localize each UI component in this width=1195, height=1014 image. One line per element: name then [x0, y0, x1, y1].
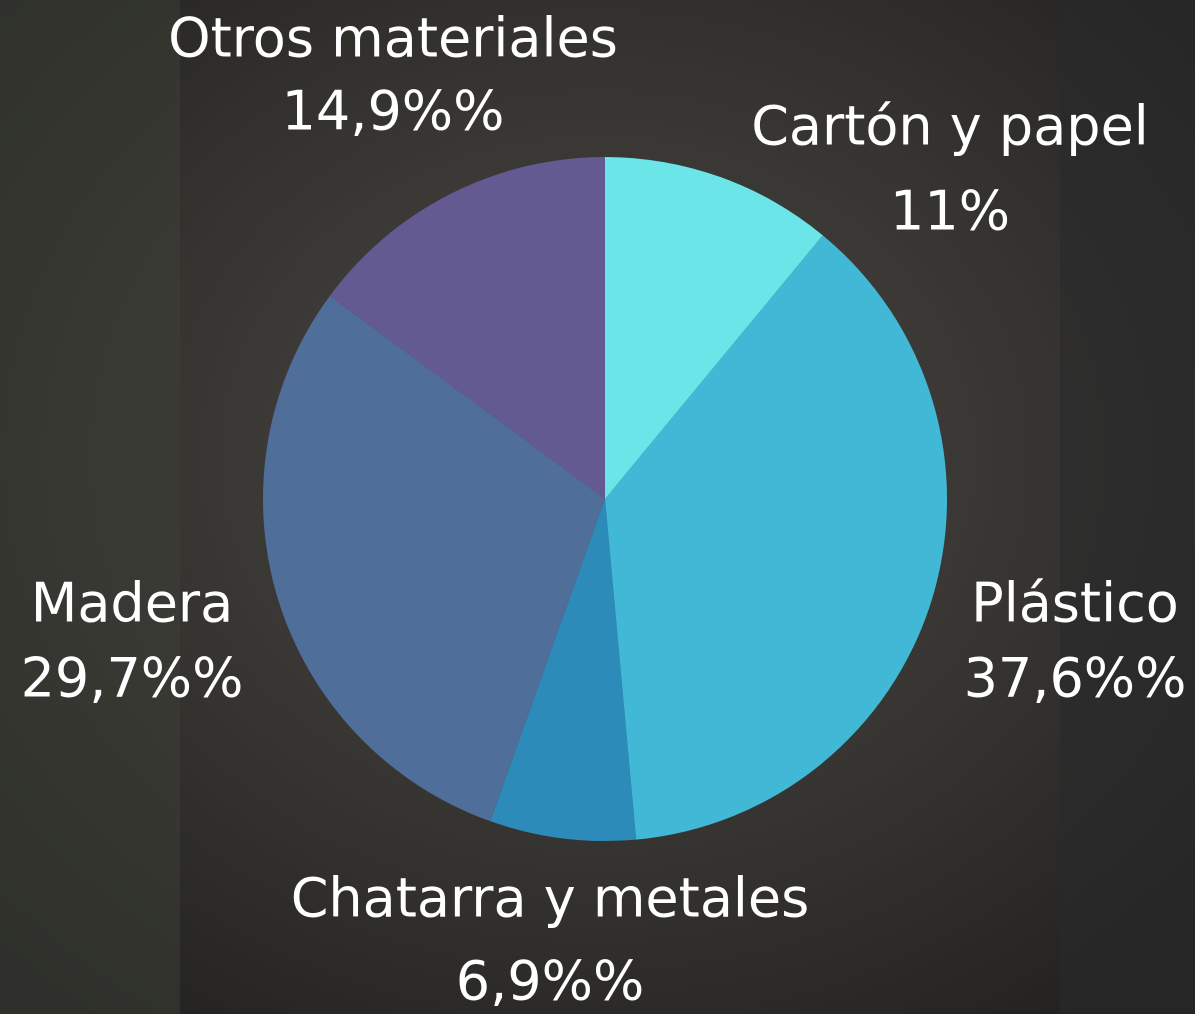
- slice-label: Madera: [31, 572, 233, 635]
- slice-value-label: 37,6%%: [964, 647, 1187, 710]
- slice-label: Plástico: [971, 572, 1179, 635]
- slice-value-label: 29,7%%: [21, 647, 244, 710]
- pie-slice: [605, 235, 947, 840]
- slice-value-label: 14,9%%: [282, 80, 505, 143]
- slice-label: Cartón y papel: [751, 95, 1149, 158]
- slice-label: Chatarra y metales: [291, 867, 810, 930]
- background-shade: [0, 0, 180, 1014]
- slice-value-label: 11%: [890, 180, 1010, 243]
- pie-slice: [329, 157, 605, 499]
- pie-slice: [605, 157, 823, 499]
- slice-label: Otros materiales: [168, 7, 618, 70]
- slice-value-label: 6,9%%: [456, 950, 645, 1013]
- background-shade: [1060, 0, 1195, 1014]
- pie-slice: [262, 295, 605, 822]
- pie-slice: [490, 499, 637, 842]
